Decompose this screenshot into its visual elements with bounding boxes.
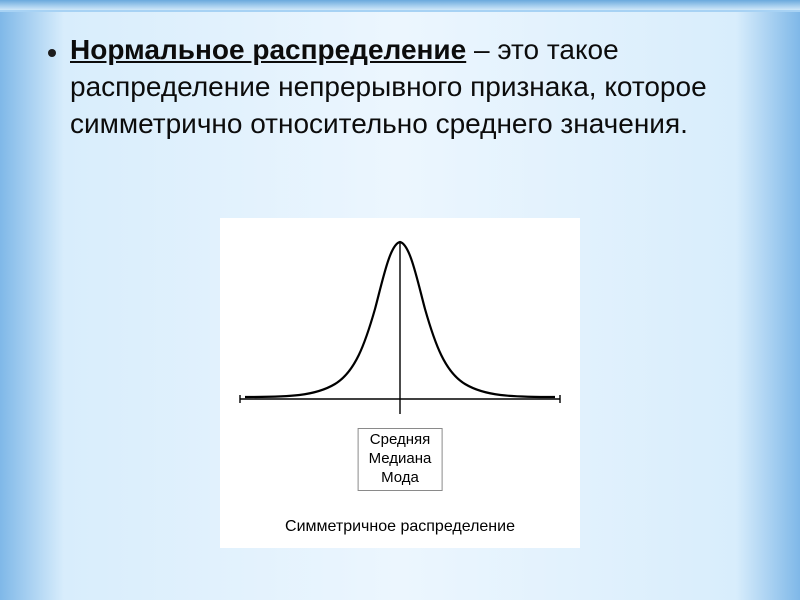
bullet-dot-icon xyxy=(48,49,56,57)
bell-curve-chart xyxy=(230,224,570,424)
definition-term: Нормальное распределение xyxy=(70,34,466,65)
slide: Нормальное распределение – это такое рас… xyxy=(0,0,800,600)
figure: Средняя Медиана Мода Симметричное распре… xyxy=(220,218,580,548)
slide-top-stripe xyxy=(0,0,800,12)
definition-text: Нормальное распределение – это такое рас… xyxy=(70,32,752,143)
center-stats-box: Средняя Медиана Мода xyxy=(358,428,443,491)
slide-content: Нормальное распределение – это такое рас… xyxy=(48,32,752,143)
bullet-item: Нормальное распределение – это такое рас… xyxy=(48,32,752,143)
stat-mode-label: Мода xyxy=(381,469,419,486)
stat-mean-label: Средняя xyxy=(370,431,430,448)
stat-median-label: Медиана xyxy=(369,450,432,467)
figure-inner: Средняя Медиана Мода Симметричное распре… xyxy=(220,218,580,548)
figure-caption: Симметричное распределение xyxy=(220,518,580,536)
